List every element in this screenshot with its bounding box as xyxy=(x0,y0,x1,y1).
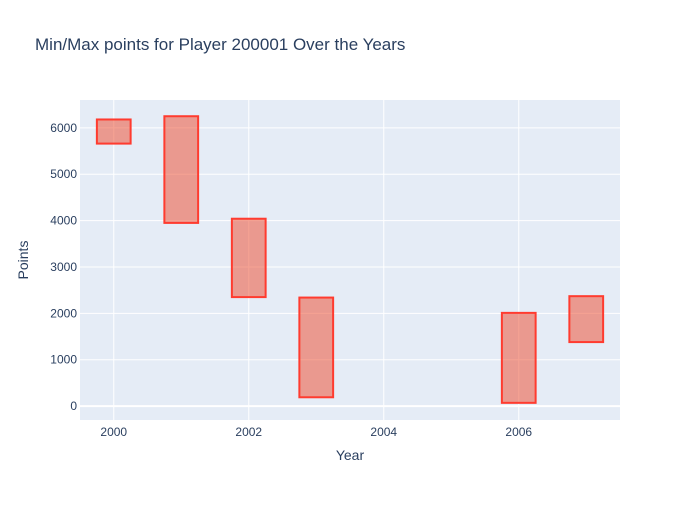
y-tick-label: 0 xyxy=(70,399,77,413)
x-tick-label: 2000 xyxy=(100,425,127,439)
x-axis-label: Year xyxy=(336,447,365,463)
bar-2006[interactable] xyxy=(500,311,537,404)
bar-2007[interactable] xyxy=(568,295,605,344)
x-tick-label: 2004 xyxy=(370,425,397,439)
y-tick-label: 1000 xyxy=(50,353,77,367)
x-tick-label: 2006 xyxy=(505,425,532,439)
y-axis-ticks: 0 1000 2000 3000 4000 5000 6000 xyxy=(50,121,77,413)
x-axis-ticks: 2000 2002 2004 2006 xyxy=(100,425,532,439)
chart-title: Min/Max points for Player 200001 Over th… xyxy=(35,35,405,54)
bar-2001[interactable] xyxy=(163,115,200,224)
y-axis-label: Points xyxy=(15,241,31,280)
y-tick-label: 3000 xyxy=(50,260,77,274)
y-tick-label: 5000 xyxy=(50,167,77,181)
y-tick-label: 4000 xyxy=(50,214,77,228)
plot-area xyxy=(80,100,620,420)
y-tick-label: 2000 xyxy=(50,306,77,320)
bar-2002[interactable] xyxy=(230,217,267,299)
bars xyxy=(95,115,605,404)
y-tick-label: 6000 xyxy=(50,121,77,135)
x-tick-label: 2002 xyxy=(235,425,262,439)
bar-2003[interactable] xyxy=(298,296,335,399)
bar-2000[interactable] xyxy=(95,118,132,145)
